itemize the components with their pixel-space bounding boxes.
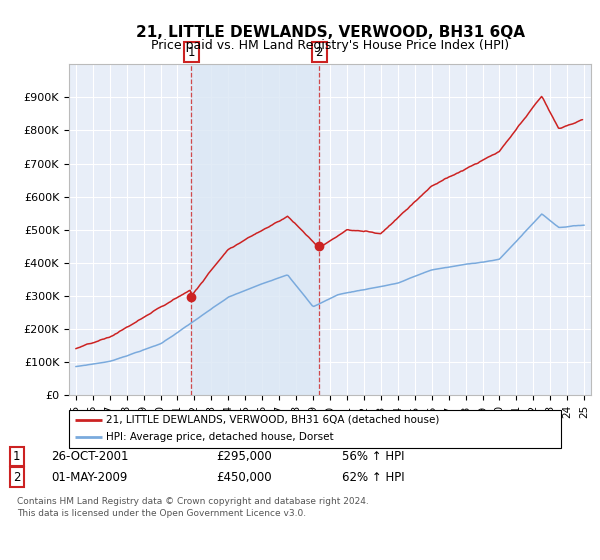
Text: £295,000: £295,000 bbox=[216, 450, 272, 463]
Text: 21, LITTLE DEWLANDS, VERWOOD, BH31 6QA (detached house): 21, LITTLE DEWLANDS, VERWOOD, BH31 6QA (… bbox=[106, 415, 440, 425]
Text: 21, LITTLE DEWLANDS, VERWOOD, BH31 6QA: 21, LITTLE DEWLANDS, VERWOOD, BH31 6QA bbox=[136, 25, 524, 40]
Text: 62% ↑ HPI: 62% ↑ HPI bbox=[342, 470, 404, 484]
Text: 2: 2 bbox=[13, 470, 20, 484]
Text: £450,000: £450,000 bbox=[216, 470, 272, 484]
Text: 26-OCT-2001: 26-OCT-2001 bbox=[51, 450, 128, 463]
Text: 1: 1 bbox=[188, 46, 195, 59]
Text: Price paid vs. HM Land Registry's House Price Index (HPI): Price paid vs. HM Land Registry's House … bbox=[151, 39, 509, 52]
Text: 01-MAY-2009: 01-MAY-2009 bbox=[51, 470, 127, 484]
Text: 56% ↑ HPI: 56% ↑ HPI bbox=[342, 450, 404, 463]
Text: HPI: Average price, detached house, Dorset: HPI: Average price, detached house, Dors… bbox=[106, 432, 334, 442]
Bar bbox=[191, 64, 319, 395]
Text: This data is licensed under the Open Government Licence v3.0.: This data is licensed under the Open Gov… bbox=[17, 510, 306, 519]
Text: 2: 2 bbox=[316, 46, 323, 59]
Text: 1: 1 bbox=[13, 450, 20, 463]
Text: Contains HM Land Registry data © Crown copyright and database right 2024.: Contains HM Land Registry data © Crown c… bbox=[17, 497, 368, 506]
